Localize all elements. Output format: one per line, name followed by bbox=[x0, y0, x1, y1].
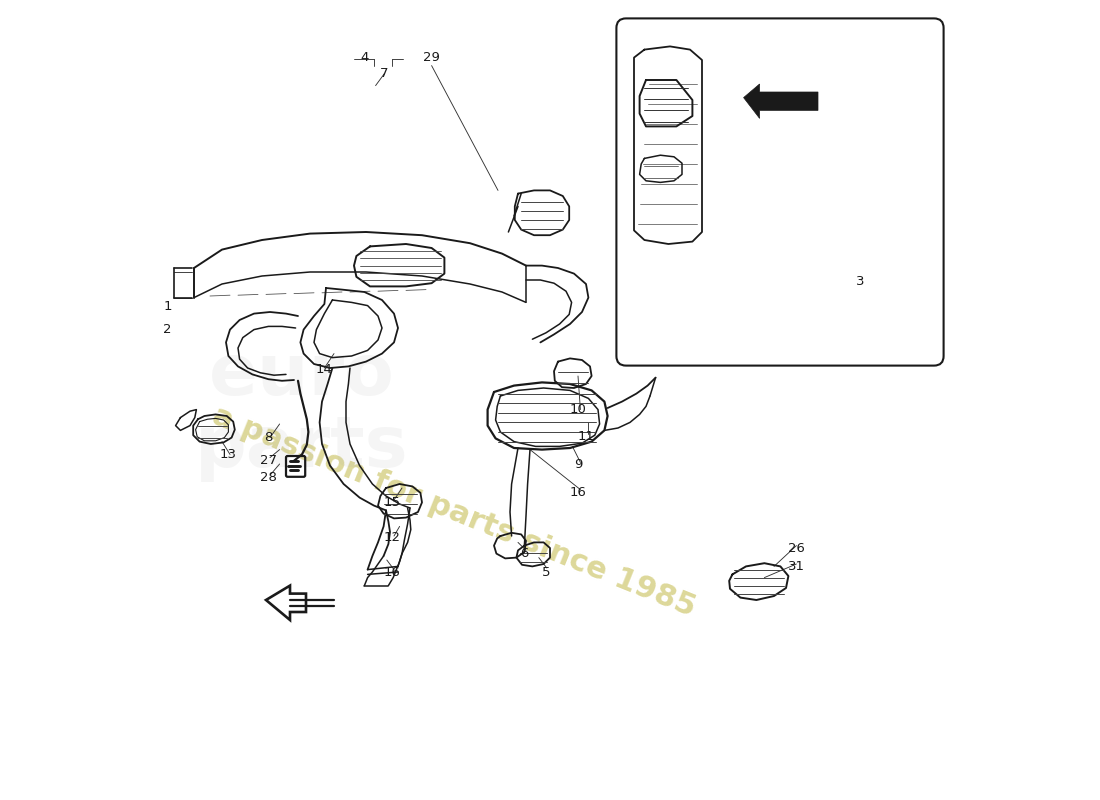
Text: 11: 11 bbox=[578, 430, 594, 442]
Text: 7: 7 bbox=[381, 67, 388, 80]
Text: 5: 5 bbox=[541, 566, 550, 578]
Text: 10: 10 bbox=[570, 403, 586, 416]
Text: 13: 13 bbox=[220, 448, 236, 461]
Text: 15: 15 bbox=[383, 496, 400, 509]
Text: 31: 31 bbox=[788, 560, 805, 573]
Text: 8: 8 bbox=[264, 431, 273, 444]
Text: 16: 16 bbox=[570, 486, 586, 498]
Text: parts: parts bbox=[195, 414, 409, 482]
Polygon shape bbox=[744, 84, 818, 118]
Text: euro: euro bbox=[209, 342, 395, 410]
Text: 26: 26 bbox=[788, 542, 805, 554]
FancyBboxPatch shape bbox=[616, 18, 944, 366]
Text: 9: 9 bbox=[574, 458, 582, 470]
Text: 3: 3 bbox=[856, 275, 865, 288]
Text: 1: 1 bbox=[163, 300, 172, 313]
Text: 2: 2 bbox=[163, 323, 172, 336]
Text: 27: 27 bbox=[260, 454, 277, 466]
Text: 4: 4 bbox=[360, 51, 368, 64]
Text: 16: 16 bbox=[383, 566, 400, 579]
Text: a passion for parts since 1985: a passion for parts since 1985 bbox=[208, 402, 700, 622]
Text: 6: 6 bbox=[520, 547, 529, 560]
Text: 12: 12 bbox=[383, 531, 400, 544]
Text: 14: 14 bbox=[316, 363, 333, 376]
Text: 29: 29 bbox=[424, 51, 440, 64]
Text: 28: 28 bbox=[260, 471, 277, 484]
